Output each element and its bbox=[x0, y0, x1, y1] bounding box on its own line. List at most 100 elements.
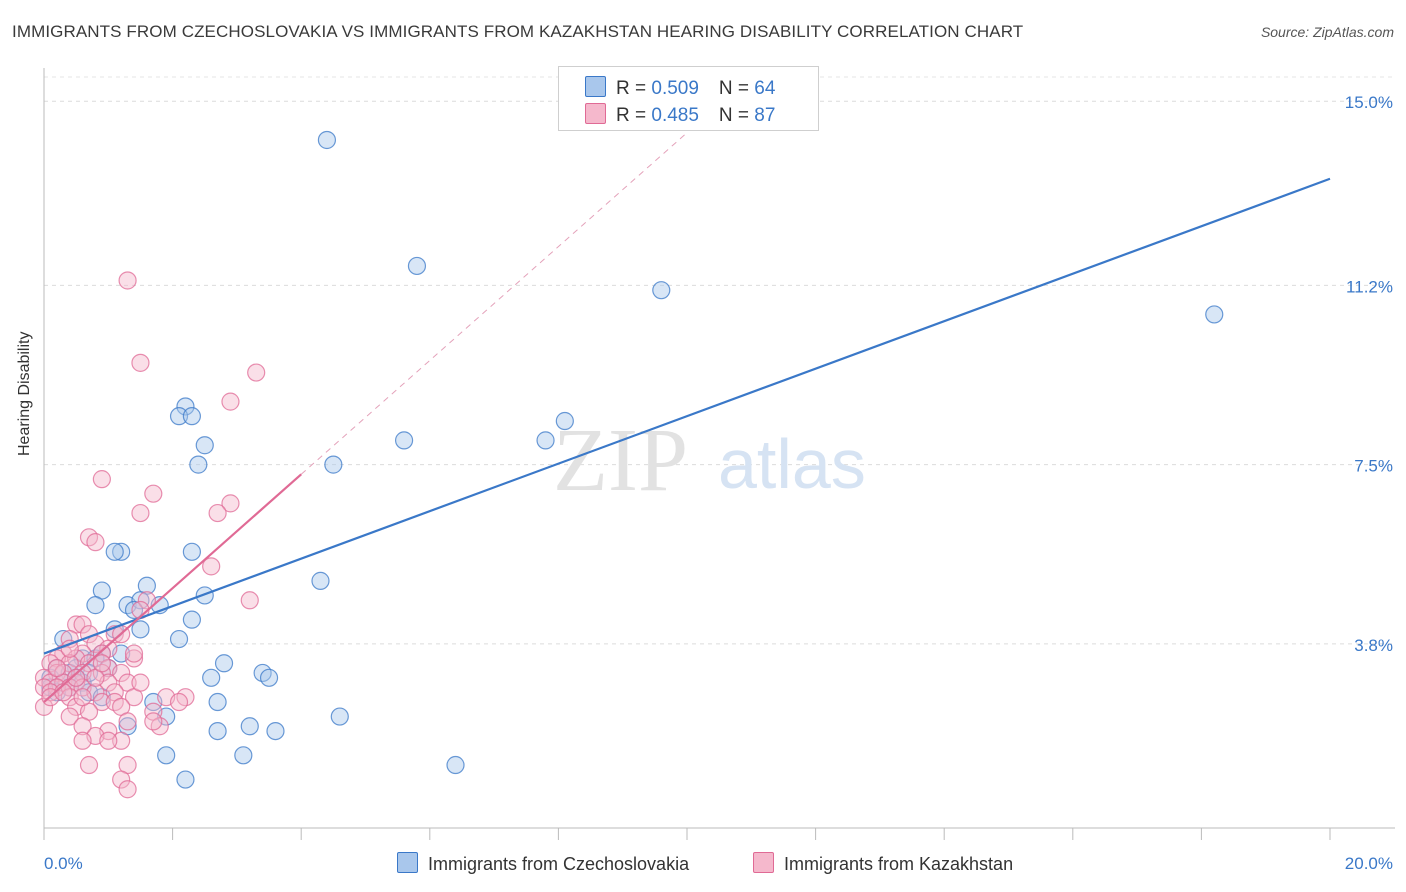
kazakhstan-point-76 bbox=[118, 780, 137, 799]
czechoslovakia-point-56 bbox=[446, 755, 465, 775]
x-tick-label-min: 0.0% bbox=[44, 854, 83, 873]
kazakhstan-point-28 bbox=[124, 649, 144, 668]
kazakhstan-point-85 bbox=[73, 688, 92, 707]
czechoslovakia-point-24 bbox=[124, 600, 144, 620]
kazakhstan-point-64 bbox=[118, 712, 137, 731]
legend-row-czechoslovakia: R = 0.509 N = 64 bbox=[585, 76, 775, 99]
x-tick-label-max: 20.0% bbox=[1345, 854, 1393, 873]
kazakhstan-point-5 bbox=[144, 484, 163, 503]
watermark-atlas: atlas bbox=[718, 425, 866, 503]
czechoslovakia-point-52 bbox=[240, 717, 259, 736]
kazakhstan-point-60 bbox=[169, 692, 189, 712]
czechoslovakia-point-29 bbox=[169, 629, 189, 649]
kazakhstan-point-75 bbox=[112, 770, 131, 789]
kazakhstan-point-11 bbox=[202, 557, 221, 576]
trendline-kazakhstan bbox=[43, 473, 302, 703]
czechoslovakia-point-20 bbox=[86, 596, 105, 615]
kazakhstan-point-74 bbox=[79, 755, 99, 775]
kazakhstan-point-0 bbox=[118, 271, 137, 290]
kazakhstan-point-13 bbox=[137, 591, 156, 610]
kazakhstan-point-1 bbox=[131, 353, 150, 372]
kazakhstan-point-67 bbox=[144, 712, 163, 731]
czechoslovakia-point-22 bbox=[131, 591, 150, 610]
bottom-legend-swatch-pink bbox=[753, 852, 774, 873]
kazakhstan-point-12 bbox=[240, 591, 259, 610]
source-label: Source: ZipAtlas.com bbox=[1260, 24, 1394, 40]
czechoslovakia-point-51 bbox=[208, 721, 227, 741]
bottom-legend-swatch-blue bbox=[397, 852, 418, 873]
y-tick-label-3: 15.0% bbox=[1345, 93, 1393, 112]
czechoslovakia-point-37 bbox=[214, 654, 234, 673]
bottom-legend-kazakhstan: Immigrants from Kazakhstan bbox=[753, 852, 1013, 875]
kazakhstan-point-84 bbox=[92, 654, 111, 673]
czechoslovakia-point-44 bbox=[202, 668, 221, 687]
x-tick-labels: 0.0% 20.0% bbox=[44, 854, 1393, 873]
kazakhstan-point-72 bbox=[99, 731, 118, 750]
czechoslovakia-point-25 bbox=[182, 610, 201, 629]
czechoslovakia-point-16 bbox=[311, 571, 330, 590]
czechoslovakia-point-27 bbox=[131, 620, 150, 639]
legend-swatch-blue bbox=[585, 76, 606, 97]
watermark: ZIP atlas bbox=[553, 411, 866, 510]
czechoslovakia-point-57 bbox=[176, 770, 195, 789]
kazakhstan-point-82 bbox=[124, 644, 144, 663]
kazakhstan-point-63 bbox=[60, 707, 79, 726]
kazakhstan-point-86 bbox=[131, 673, 150, 692]
legend-row-kazakhstan: R = 0.485 N = 87 bbox=[585, 103, 775, 126]
kazakhstan-point-2 bbox=[247, 363, 266, 382]
y-tick-label-1: 7.5% bbox=[1354, 457, 1393, 476]
kazakhstan-point-3 bbox=[221, 392, 240, 411]
czechoslovakia-point-0 bbox=[317, 130, 337, 150]
czechoslovakia-point-15 bbox=[105, 542, 124, 561]
czechoslovakia-point-2 bbox=[652, 281, 671, 300]
czechoslovakia-point-10 bbox=[182, 407, 201, 426]
czechoslovakia-point-11 bbox=[195, 436, 214, 455]
legend: R = 0.509 N = 64 R = 0.485 N = 87 bbox=[558, 66, 819, 131]
czechoslovakia-point-12 bbox=[189, 455, 208, 474]
czechoslovakia-point-3 bbox=[1205, 305, 1224, 324]
kazakhstan-point-6 bbox=[221, 494, 240, 513]
bottom-legend-czechoslovakia: Immigrants from Czechoslovakia bbox=[397, 852, 689, 875]
trendline-kazakhstan-extension bbox=[300, 132, 688, 475]
y-tick-labels: 3.8% 7.5% 11.2% 15.0% bbox=[1345, 93, 1393, 655]
czechoslovakia-point-4 bbox=[555, 411, 574, 431]
chart-title: IMMIGRANTS FROM CZECHOSLOVAKIA VS IMMIGR… bbox=[12, 22, 1024, 41]
czechoslovakia-point-47 bbox=[208, 692, 227, 712]
kazakhstan-point-79 bbox=[67, 668, 86, 687]
czechoslovakia-point-43 bbox=[259, 668, 279, 687]
y-axis-label: Hearing Disability bbox=[16, 331, 33, 457]
czechoslovakia-point-1 bbox=[407, 256, 427, 276]
grid-lines bbox=[44, 76, 1395, 645]
y-tick-label-2: 11.2% bbox=[1346, 277, 1393, 296]
kazakhstan-point-71 bbox=[73, 731, 92, 750]
kazakhstan-point-59 bbox=[34, 697, 54, 716]
kazakhstan-point-55 bbox=[92, 692, 111, 712]
czechoslovakia-point-13 bbox=[182, 542, 201, 561]
trendline-czechoslovakia bbox=[43, 177, 1331, 655]
czechoslovakia-point-8 bbox=[176, 397, 195, 416]
czechoslovakia-point-6 bbox=[394, 431, 414, 450]
czechoslovakia-point-49 bbox=[330, 707, 349, 726]
czechoslovakia-point-54 bbox=[157, 746, 176, 765]
kazakhstan-point-10 bbox=[86, 533, 105, 552]
czechoslovakia-point-19 bbox=[195, 586, 214, 605]
kazakhstan-point-37 bbox=[112, 663, 131, 683]
series-kazakhstan-points bbox=[34, 271, 266, 799]
watermark-zip: ZIP bbox=[553, 411, 688, 510]
kazakhstan-point-80 bbox=[47, 659, 66, 678]
czechoslovakia-point-7 bbox=[324, 455, 343, 474]
kazakhstan-point-8 bbox=[131, 503, 150, 523]
czechoslovakia-point-5 bbox=[536, 431, 555, 450]
czechoslovakia-point-14 bbox=[112, 542, 131, 561]
kazakhstan-point-4 bbox=[92, 470, 111, 489]
kazakhstan-point-7 bbox=[208, 503, 227, 523]
kazakhstan-point-70 bbox=[112, 731, 131, 750]
czechoslovakia-point-55 bbox=[234, 746, 253, 765]
y-tick-label-0: 3.8% bbox=[1354, 636, 1393, 655]
kazakhstan-point-65 bbox=[73, 717, 92, 736]
kazakhstan-point-16 bbox=[73, 615, 92, 634]
czechoslovakia-point-53 bbox=[266, 721, 285, 741]
axes bbox=[43, 68, 1395, 840]
trend-lines bbox=[43, 132, 1331, 703]
